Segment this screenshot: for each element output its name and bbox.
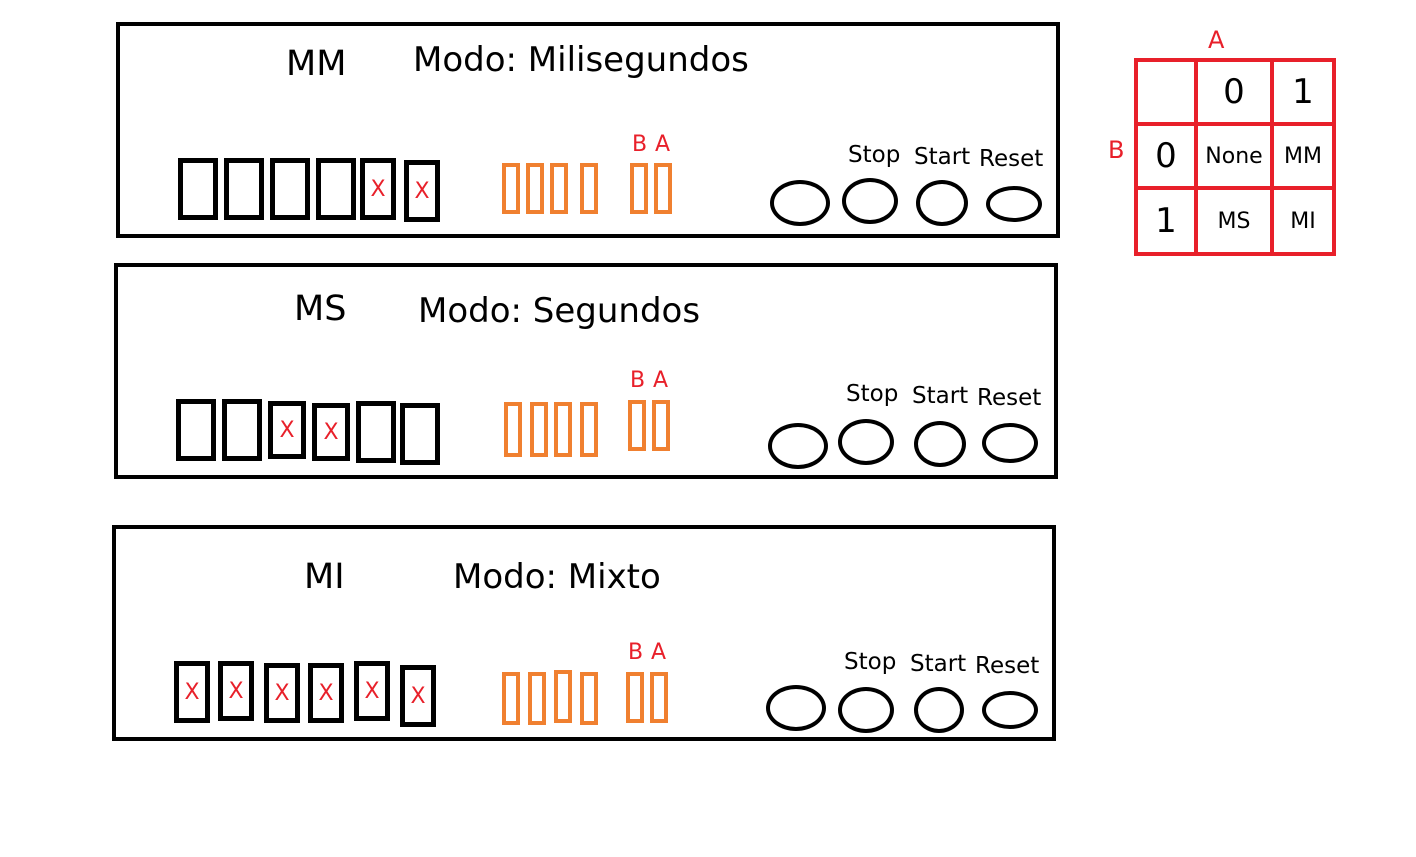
button-blank[interactable] bbox=[770, 180, 830, 226]
start-button[interactable] bbox=[916, 180, 968, 226]
button-blank[interactable] bbox=[768, 423, 828, 469]
row-header: 1 bbox=[1134, 186, 1198, 256]
reset-label: Reset bbox=[977, 385, 1042, 411]
digit-display: X bbox=[264, 663, 300, 723]
panel-code: MS bbox=[294, 289, 347, 329]
led-b bbox=[630, 163, 648, 214]
led-bar bbox=[526, 163, 544, 214]
led-b-label: B bbox=[628, 640, 644, 665]
reset-button[interactable] bbox=[986, 186, 1042, 222]
reset-button[interactable] bbox=[982, 691, 1038, 729]
led-bar bbox=[580, 402, 598, 457]
led-b bbox=[628, 400, 646, 451]
digit-display bbox=[400, 403, 440, 465]
led-bar bbox=[554, 402, 572, 457]
digit-display: X bbox=[404, 160, 440, 222]
digit-display: X bbox=[354, 661, 390, 721]
reset-label: Reset bbox=[975, 653, 1040, 679]
digit-display bbox=[178, 158, 218, 220]
stop-label: Stop bbox=[844, 649, 897, 675]
start-label: Start bbox=[912, 383, 969, 409]
digit-display: X bbox=[400, 665, 436, 727]
led-bar bbox=[554, 670, 572, 723]
digit-display bbox=[356, 401, 396, 463]
led-bar bbox=[530, 402, 548, 457]
row-var-label: B bbox=[1108, 136, 1125, 164]
digit-display bbox=[224, 158, 264, 220]
led-a-label: A bbox=[653, 368, 669, 393]
led-a bbox=[654, 163, 672, 214]
panel-mode-title: Modo: Segundos bbox=[418, 291, 701, 331]
stop-button[interactable] bbox=[838, 419, 894, 465]
digit-display bbox=[176, 399, 216, 461]
stop-label: Stop bbox=[848, 142, 901, 168]
start-label: Start bbox=[910, 651, 967, 677]
led-b-label: B bbox=[630, 368, 646, 393]
table-cell: None bbox=[1194, 122, 1274, 190]
table-cell: MS bbox=[1194, 186, 1274, 256]
led-bar bbox=[502, 163, 520, 214]
digit-display: X bbox=[308, 663, 344, 723]
button-blank[interactable] bbox=[766, 685, 826, 731]
led-a bbox=[652, 400, 670, 451]
stop-button[interactable] bbox=[842, 178, 898, 224]
col-header: 0 bbox=[1194, 58, 1274, 126]
led-b bbox=[626, 672, 644, 723]
led-bar bbox=[580, 163, 598, 214]
led-bar bbox=[580, 672, 598, 725]
panel-mm: MM Modo: Milisegundos X X B A Stop Start… bbox=[116, 22, 1060, 238]
digit-display bbox=[316, 158, 356, 220]
start-button[interactable] bbox=[914, 687, 964, 733]
led-bar bbox=[502, 672, 520, 725]
digit-display bbox=[270, 158, 310, 220]
start-button[interactable] bbox=[914, 421, 966, 467]
panel-code: MM bbox=[286, 44, 347, 84]
led-a bbox=[650, 672, 668, 723]
panel-code: MI bbox=[304, 557, 345, 597]
row-header: 0 bbox=[1134, 122, 1198, 190]
panel-ms: MS Modo: Segundos X X B A Stop Start Res… bbox=[114, 263, 1058, 479]
led-bar bbox=[504, 402, 522, 457]
col-var-label: A bbox=[1208, 26, 1225, 54]
digit-display: X bbox=[218, 661, 254, 721]
reset-button[interactable] bbox=[982, 423, 1038, 463]
table-cell: MM bbox=[1270, 122, 1336, 190]
digit-display: X bbox=[174, 661, 210, 723]
stop-button[interactable] bbox=[838, 687, 894, 733]
led-b-label: B bbox=[632, 132, 648, 157]
led-a-label: A bbox=[655, 132, 671, 157]
digit-display bbox=[222, 399, 262, 461]
led-bar bbox=[550, 163, 568, 214]
digit-display: X bbox=[312, 403, 350, 461]
col-header: 1 bbox=[1270, 58, 1336, 126]
panel-mode-title: Modo: Milisegundos bbox=[413, 40, 749, 80]
panel-mi: MI Modo: Mixto X X X X X X B A Stop Star… bbox=[112, 525, 1056, 741]
panel-mode-title: Modo: Mixto bbox=[453, 557, 661, 597]
digit-display: X bbox=[360, 158, 396, 220]
table-corner bbox=[1134, 58, 1198, 126]
digit-display: X bbox=[268, 401, 306, 459]
stop-label: Stop bbox=[846, 381, 899, 407]
led-bar bbox=[528, 672, 546, 725]
table-cell: MI bbox=[1270, 186, 1336, 256]
led-a-label: A bbox=[651, 640, 667, 665]
reset-label: Reset bbox=[979, 146, 1044, 172]
start-label: Start bbox=[914, 144, 971, 170]
